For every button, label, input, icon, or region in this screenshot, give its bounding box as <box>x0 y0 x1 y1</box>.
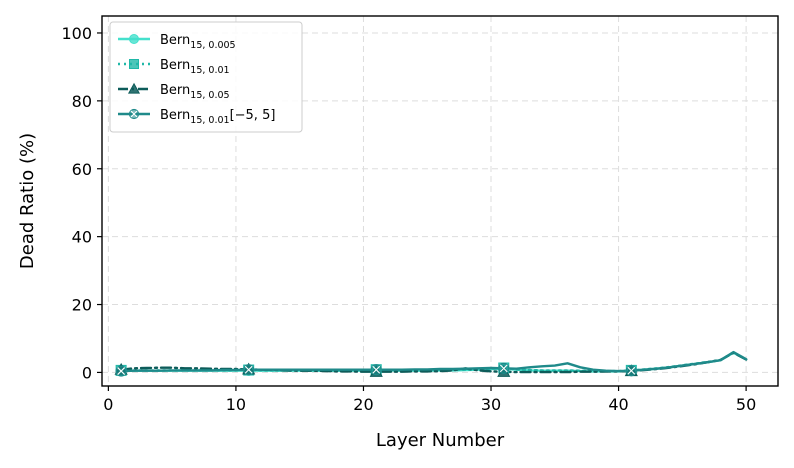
axis-ticks: 0 10 20 30 40 50 0 20 40 60 80 100 <box>61 24 756 414</box>
y-tick-label: 100 <box>61 24 92 43</box>
x-tick-label: 0 <box>103 395 113 414</box>
y-tick-label: 0 <box>82 363 92 382</box>
plot-frame <box>101 15 779 387</box>
series-lines <box>119 350 748 374</box>
legend-box <box>109 21 303 133</box>
legend-label: Bern15, 0.05 <box>160 83 230 101</box>
legend-marker <box>127 82 141 94</box>
grid <box>102 16 778 386</box>
y-tick-label: 60 <box>72 160 92 179</box>
legend-item-3: Bern15, 0.05 <box>118 82 230 101</box>
legend-label: Bern15, 0.01 <box>160 58 230 76</box>
y-tick-label: 40 <box>72 228 92 247</box>
series-line-4 <box>119 350 748 373</box>
x-axis-title: Layer Number <box>376 430 505 451</box>
x-tick-label: 50 <box>736 395 756 414</box>
legend: Bern15, 0.005 Bern15, 0.01 Bern15, 0.05 Ber… <box>109 21 303 133</box>
legend-marker <box>129 59 139 69</box>
series-4-marker <box>243 364 255 376</box>
x-tick-label: 20 <box>353 395 373 414</box>
legend-item-2: Bern15, 0.01 <box>118 58 230 76</box>
x-tick-label: 40 <box>608 395 628 414</box>
x-tick-label: 30 <box>481 395 501 414</box>
legend-label: Bern15, 0.01[−5, 5] <box>160 108 275 126</box>
y-tick-label: 80 <box>72 92 92 111</box>
x-tick-label: 10 <box>226 395 246 414</box>
series-4-marker <box>370 364 382 376</box>
legend-marker <box>129 34 139 44</box>
series-4-marker <box>498 362 510 374</box>
legend-item-1: Bern15, 0.005 <box>118 33 236 51</box>
legend-item-4: Bern15, 0.01[−5, 5] <box>118 108 275 126</box>
legend-label: Bern15, 0.005 <box>160 33 236 51</box>
series-4-marker <box>115 365 127 377</box>
legend-marker <box>128 108 140 120</box>
y-tick-label: 20 <box>72 296 92 315</box>
series-4-marker <box>625 365 637 377</box>
y-axis-title: Dead Ratio (%) <box>17 133 38 269</box>
series-markers <box>114 362 638 377</box>
